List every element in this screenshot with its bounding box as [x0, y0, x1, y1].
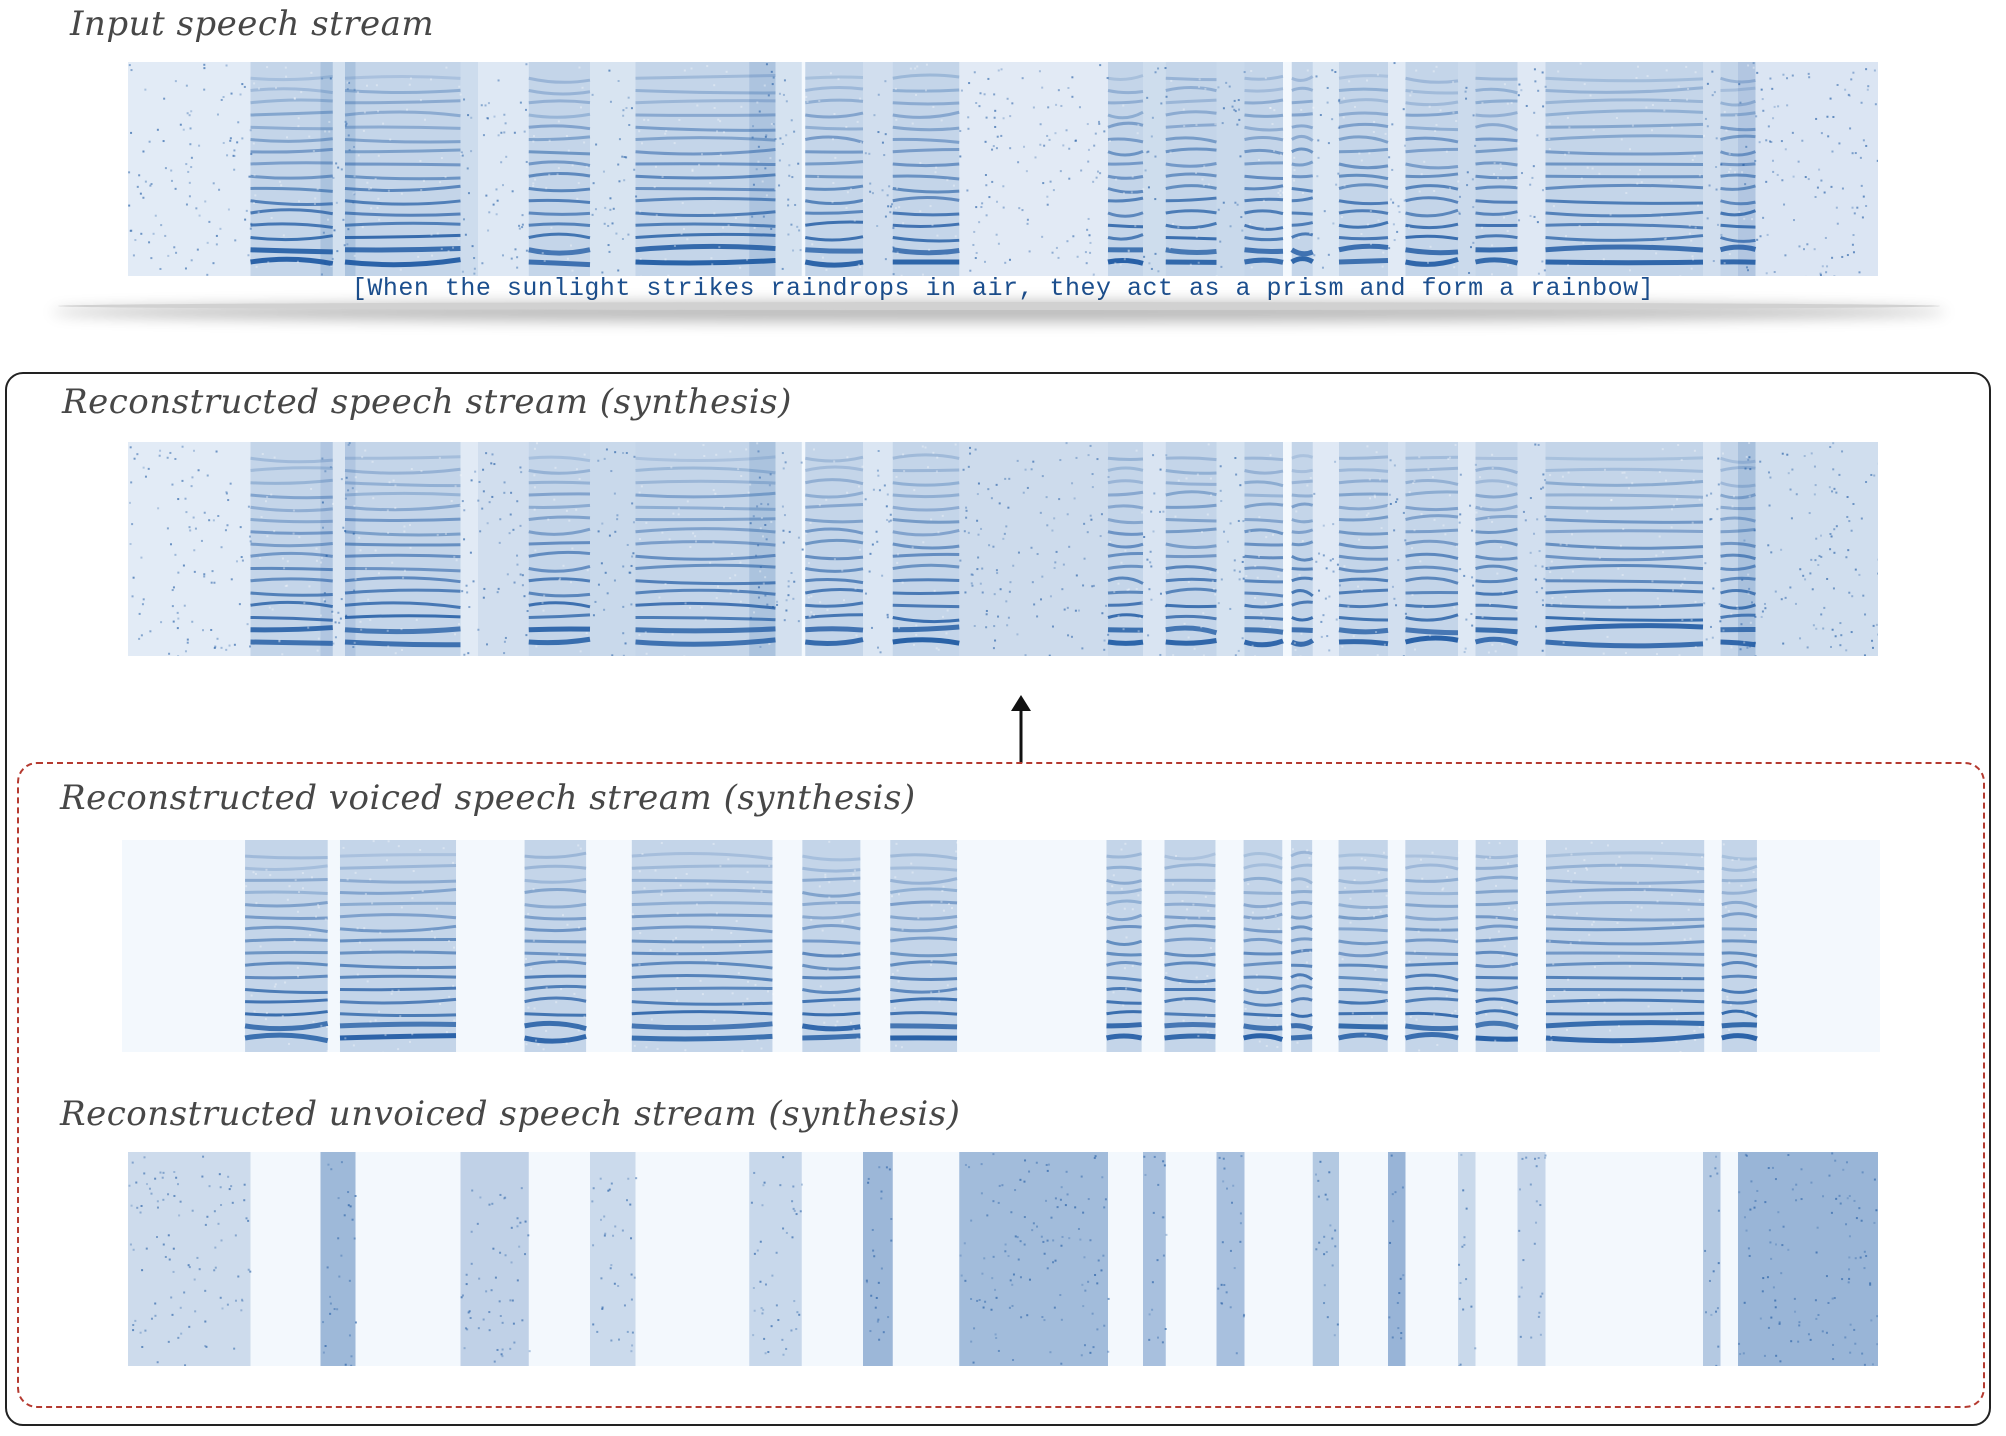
voiced-spectrogram [122, 840, 1880, 1052]
synthesis-frame [5, 372, 1991, 1426]
transcript-text: [When the sunlight strikes raindrops in … [351, 274, 1655, 303]
unvoiced-stream-label: Reconstructed unvoiced speech stream (sy… [60, 1094, 961, 1134]
panel-shadow [58, 302, 1940, 310]
unvoiced-spectrogram [128, 1152, 1878, 1366]
input-spectrogram [128, 62, 1878, 276]
voiced-unvoiced-frame [17, 762, 1985, 1408]
input-stream-label: Input speech stream [70, 4, 435, 44]
reconstructed-stream-label: Reconstructed speech stream (synthesis) [62, 382, 792, 422]
voiced-stream-label: Reconstructed voiced speech stream (synt… [60, 778, 916, 818]
reconstructed-spectrogram [128, 442, 1878, 656]
up-arrow-icon [1011, 695, 1031, 763]
